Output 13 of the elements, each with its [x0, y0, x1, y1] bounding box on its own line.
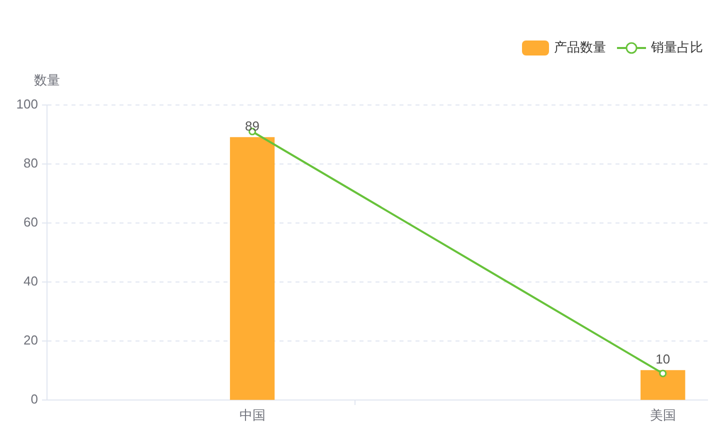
y-tick-label: 100 [16, 96, 38, 112]
y-tick-label: 60 [24, 214, 38, 230]
x-tick-label: 中国 [239, 407, 266, 422]
y-axis-title: 数量 [34, 72, 60, 88]
legend-label: 产品数量 [554, 40, 606, 55]
legend-label: 销量占比 [650, 40, 703, 55]
y-tick-label: 20 [24, 332, 38, 348]
y-tick-label: 0 [30, 392, 38, 407]
x-tick-label: 美国 [650, 407, 676, 422]
y-tick-label: 80 [24, 156, 38, 171]
data-label: 89 [245, 118, 260, 134]
y-tick-label: 40 [24, 274, 38, 289]
data-label: 10 [656, 352, 670, 367]
